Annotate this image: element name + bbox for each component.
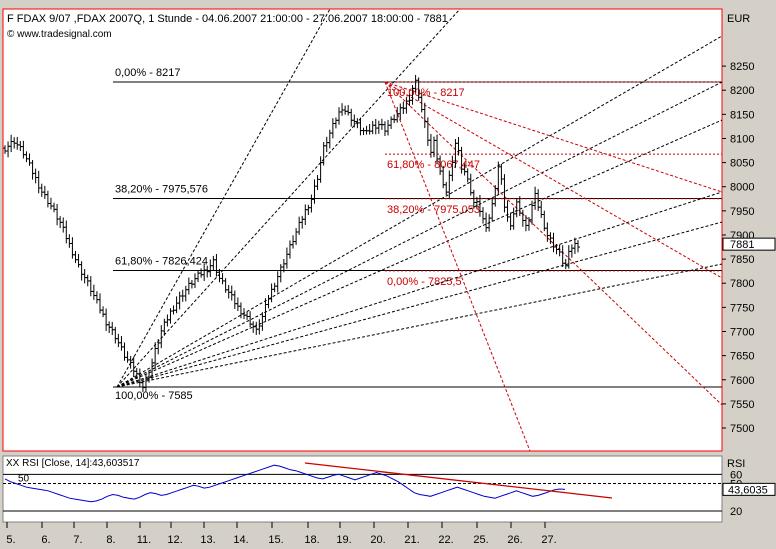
price-tick-label: 7600 [730, 375, 754, 387]
x-tick-label: 22. [438, 534, 453, 546]
fan-line-down [384, 81, 531, 452]
fib-down-level-label: 61,80% - 8067,447 [387, 159, 480, 171]
price-tick-label: 7550 [730, 399, 754, 411]
chart-title: F FDAX 9/07 ,FDAX 2007Q, 1 Stunde - 04.0… [7, 13, 448, 25]
rsi-tick-label: 60 [730, 469, 742, 481]
price-y-axis: 7500755076007650770077507800785079007950… [722, 61, 776, 435]
speed-resistance-fans [116, 8, 723, 452]
rsi-series: 2050605043,6035 [3, 462, 776, 518]
fib-up-level-label: 100,00% - 7585 [115, 390, 193, 402]
fan-line-down [384, 81, 723, 193]
x-tick-label: 25. [473, 534, 488, 546]
fan-line-up [116, 221, 723, 388]
fan-line-up [116, 263, 723, 388]
last-price-label: 7881 [730, 239, 754, 251]
x-tick-label: 20. [370, 534, 385, 546]
x-tick-label: 14. [233, 534, 248, 546]
rsi-axis-label: RSI [727, 458, 745, 470]
price-tick-label: 8200 [730, 85, 754, 97]
fib-down-level-label: 0,00% - 7825,5 [387, 276, 462, 288]
rsi-fifty-label: 50 [18, 474, 30, 485]
price-tick-label: 8150 [730, 109, 754, 121]
fan-line-up [116, 81, 723, 388]
x-tick-label: 11. [137, 534, 151, 546]
x-tick-label: 21. [404, 534, 419, 546]
time-x-axis: 5. 6. 7. 8. 11. 12. 13. 14. 15. 18. 19. 20. 21. 22. 25… [6, 522, 557, 546]
x-tick-label: 13. [200, 534, 215, 546]
rsi-title: XX RSI [Close, 14]:43,603517 [6, 458, 140, 469]
rsi-line [4, 464, 566, 503]
fan-line-up [116, 35, 723, 388]
source-label: © www.tradesignal.com [7, 29, 112, 40]
rsi-tick-label: 20 [730, 506, 742, 518]
price-tick-label: 8050 [730, 158, 754, 170]
currency-label: EUR [727, 13, 750, 25]
x-tick-label: 8. [106, 534, 115, 546]
price-tick-label: 7650 [730, 351, 754, 363]
fib-down-level-label: 100,00% - 8217 [387, 87, 465, 99]
x-tick-label: 18. [304, 534, 319, 546]
last-price-box [722, 237, 776, 251]
price-tick-label: 8100 [730, 133, 754, 145]
x-tick-label: 6. [41, 534, 50, 546]
fib-up-level-label: 38,20% - 7975,576 [115, 184, 208, 196]
fan-line-up [116, 119, 723, 388]
fib-down-level-label: 38,20% - 7975,053 [387, 204, 480, 216]
price-tick-label: 7700 [730, 327, 754, 339]
price-tick-label: 7750 [730, 302, 754, 314]
rsi-last-value-box [722, 482, 776, 496]
x-tick-label: 12. [167, 534, 182, 546]
fan-line-up [116, 191, 723, 388]
x-tick-label: 15. [268, 534, 283, 546]
rsi-last-value-label: 43,6035 [728, 484, 768, 496]
x-tick-label: 27. [541, 534, 556, 546]
fib-up-level-label: 0,00% - 8217 [115, 67, 180, 79]
price-tick-label: 7500 [730, 423, 754, 435]
price-tick-label: 8000 [730, 182, 754, 194]
price-tick-label: 7850 [730, 254, 754, 266]
x-tick-label: 19. [336, 534, 351, 546]
price-panel-background [2, 8, 723, 452]
fan-line-up [116, 8, 461, 388]
ohlc-bar-series [3, 74, 580, 392]
price-tick-label: 7950 [730, 206, 754, 218]
x-tick-label: 26. [507, 534, 522, 546]
fan-line-down [384, 81, 723, 406]
x-tick-label: 5. [6, 534, 15, 546]
fib-up-level-label: 61,80% - 7826,424 [115, 255, 208, 267]
rsi-divergence-trendline [304, 462, 613, 499]
price-tick-label: 8250 [730, 61, 754, 73]
fan-line-up [116, 8, 331, 388]
price-tick-label: 7800 [730, 278, 754, 290]
x-tick-label: 7. [73, 534, 82, 546]
